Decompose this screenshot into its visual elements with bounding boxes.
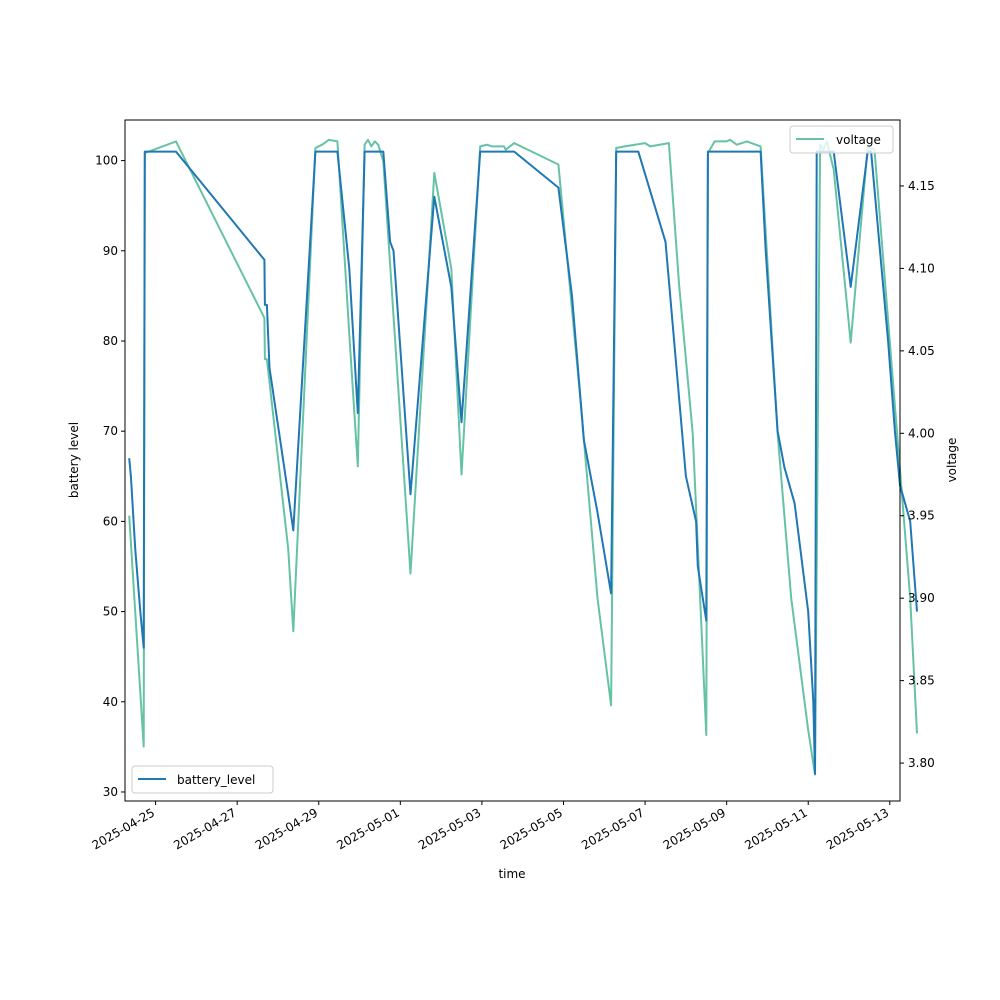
series-line-voltage (128, 138, 918, 776)
series-layer (128, 138, 918, 776)
legend-label-battery-level: battery_level (177, 773, 255, 787)
y-left-tick-label: 80 (103, 334, 118, 348)
y-right-tick-label: 4.10 (908, 261, 935, 275)
y-axis-left-label: battery level (67, 422, 81, 498)
y-left-tick-label: 50 (103, 605, 118, 619)
y-axis-right-label: voltage (945, 438, 959, 483)
y-right-tick-label: 4.00 (908, 426, 935, 440)
legend-battery-level: battery_level (131, 765, 274, 794)
y-left-tick-label: 90 (103, 244, 118, 258)
y-left-tick-label: 30 (103, 785, 118, 799)
y-right-tick-label: 3.85 (908, 674, 935, 688)
y-right-tick-label: 4.15 (908, 179, 935, 193)
y-left-tick-label: 60 (103, 514, 118, 528)
legend-box (789, 125, 894, 154)
series-line-battery-level (128, 150, 918, 775)
y-right-tick-label: 3.90 (908, 591, 935, 605)
y-left-tick-label: 70 (103, 424, 118, 438)
legend-label-voltage: voltage (836, 133, 881, 147)
y-right-tick-label: 3.95 (908, 509, 935, 523)
legend-voltage: voltage (789, 125, 894, 154)
y-left-tick-label: 100 (95, 154, 118, 168)
x-axis-label: time (498, 867, 525, 881)
legend-box (131, 765, 274, 794)
plot-frame (124, 119, 901, 802)
y-left-tick-label: 40 (103, 695, 118, 709)
y-right-tick-label: 3.80 (908, 756, 935, 770)
y-right-tick-label: 4.05 (908, 344, 935, 358)
